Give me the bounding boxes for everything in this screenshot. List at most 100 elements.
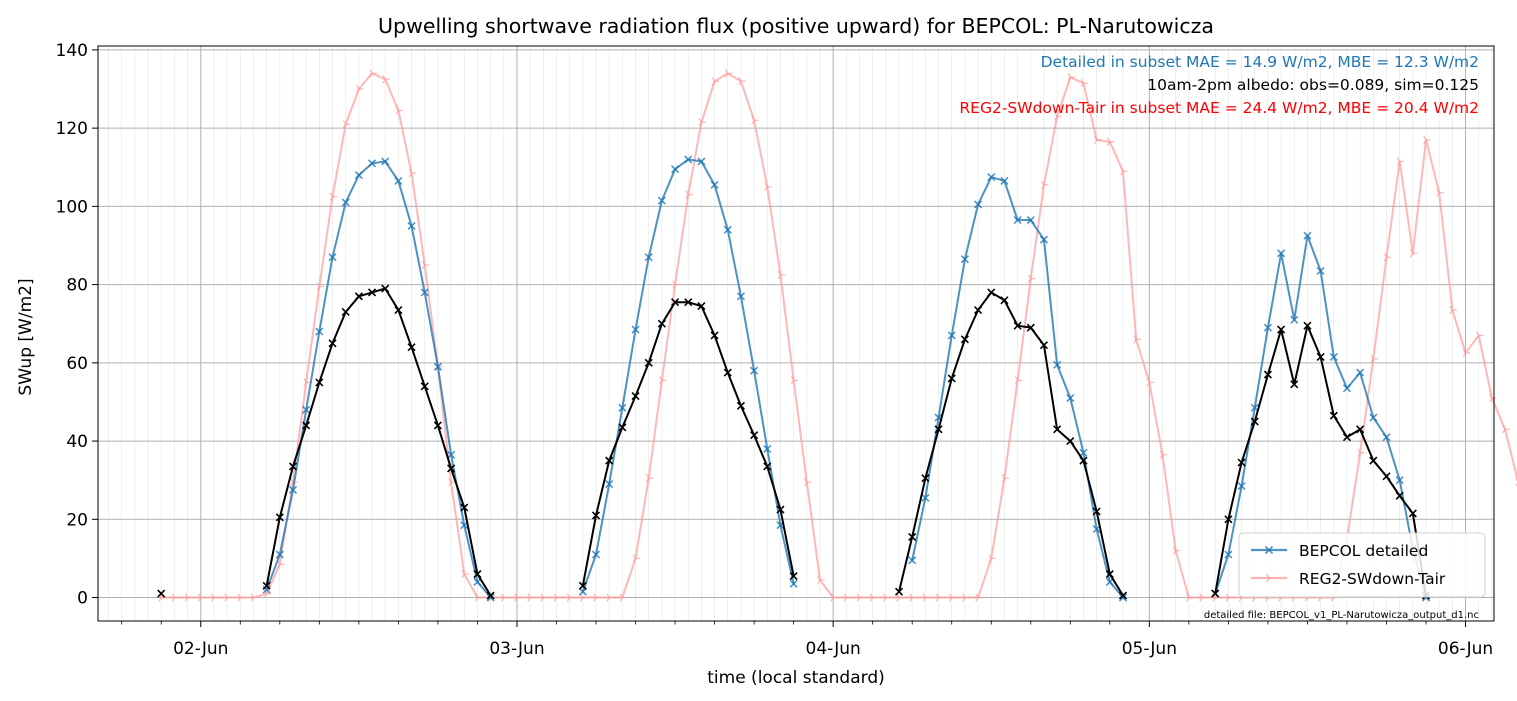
data-point-stroke <box>1303 321 1312 330</box>
data-point <box>328 339 337 348</box>
data-point <box>948 593 957 602</box>
data-point <box>843 593 851 602</box>
data-point-stroke <box>1436 188 1440 194</box>
data-point-stroke <box>342 120 347 125</box>
data-point-stroke <box>987 172 996 182</box>
data-point <box>433 362 442 371</box>
data-point-stroke <box>1382 433 1391 442</box>
data-point-stroke <box>1317 597 1322 602</box>
data-point-stroke <box>237 593 241 598</box>
data-point-stroke <box>803 477 808 483</box>
data-point <box>723 225 732 234</box>
data-point-stroke <box>1013 215 1022 225</box>
data-point-stroke <box>698 121 702 127</box>
data-point-stroke <box>1092 507 1101 516</box>
data-point <box>1001 473 1009 483</box>
data-point-stroke <box>394 305 403 315</box>
data-point-stroke <box>830 593 834 598</box>
data-point <box>724 69 733 78</box>
data-point-stroke <box>1225 593 1229 598</box>
data-point-stroke <box>329 192 334 197</box>
data-point <box>408 168 417 178</box>
data-point-stroke <box>1251 597 1256 602</box>
data-point <box>882 593 891 602</box>
data-point-stroke <box>171 597 175 602</box>
data-point <box>1237 458 1246 467</box>
data-point-stroke <box>1329 352 1338 362</box>
data-point-stroke <box>394 176 403 186</box>
data-point <box>619 593 627 602</box>
data-point-stroke <box>527 597 531 602</box>
data-point-stroke <box>659 376 663 381</box>
y-tick-label: 100 <box>56 197 88 217</box>
data-point-stroke <box>1423 135 1427 141</box>
data-point <box>975 593 983 602</box>
data-point <box>1159 450 1168 459</box>
data-point <box>566 593 575 602</box>
data-point-stroke <box>1383 252 1388 258</box>
data-point <box>869 593 878 602</box>
data-point-stroke <box>751 119 755 125</box>
data-point <box>764 182 772 192</box>
data-point-stroke <box>684 155 693 164</box>
data-point-stroke <box>1278 597 1282 602</box>
data-point-stroke <box>1093 139 1098 145</box>
data-point <box>329 192 338 201</box>
data-point-stroke <box>354 171 363 180</box>
data-point-stroke <box>1489 393 1493 399</box>
data-point <box>1237 481 1246 491</box>
data-point-stroke <box>224 597 228 602</box>
y-tick-label: 60 <box>66 354 88 374</box>
data-point-stroke <box>211 597 215 602</box>
data-point-stroke <box>420 382 429 391</box>
data-point-stroke <box>934 425 943 434</box>
data-point-stroke <box>276 563 281 569</box>
data-point-stroke <box>960 255 969 264</box>
series-line <box>898 291 1124 597</box>
data-point-stroke <box>197 597 202 602</box>
data-point <box>894 587 904 596</box>
data-point <box>315 327 324 336</box>
data-point-stroke <box>988 558 992 563</box>
data-point <box>856 593 865 602</box>
data-point <box>315 378 324 387</box>
data-point-stroke <box>1489 397 1493 403</box>
data-point-stroke <box>1303 231 1312 240</box>
data-point <box>631 325 640 334</box>
data-point-stroke <box>948 597 953 602</box>
y-tick-label: 140 <box>56 41 88 61</box>
data-point <box>1080 78 1088 88</box>
data-point-stroke <box>593 593 597 598</box>
data-point-stroke <box>1264 545 1274 555</box>
data-point-stroke <box>224 593 228 598</box>
data-point-stroke <box>566 597 571 602</box>
data-point-stroke <box>1395 476 1404 485</box>
data-point-stroke <box>975 597 979 602</box>
data-point-stroke <box>619 593 623 598</box>
legend-entry-bepcol: BEPCOL detailed <box>1251 542 1428 560</box>
data-point-stroke <box>882 597 887 602</box>
data-point-stroke <box>1118 591 1128 600</box>
data-point <box>1423 135 1431 145</box>
data-point <box>1224 550 1233 559</box>
data-point <box>960 255 969 264</box>
data-point-stroke <box>1118 593 1128 602</box>
data-point-stroke <box>184 597 189 602</box>
data-point-stroke <box>448 477 452 483</box>
data-point-stroke <box>1449 309 1453 315</box>
data-point-stroke <box>684 298 693 307</box>
data-point-stroke <box>288 462 298 471</box>
data-point <box>369 69 377 78</box>
data-point <box>461 569 469 579</box>
data-point-stroke <box>1041 180 1045 186</box>
data-point-stroke <box>1066 437 1075 446</box>
data-point-stroke <box>1342 384 1352 393</box>
data-point <box>1066 393 1075 403</box>
data-point <box>540 593 548 602</box>
data-point-stroke <box>697 157 706 166</box>
data-point-stroke <box>514 593 518 598</box>
data-point <box>1211 589 1220 598</box>
data-point-stroke <box>447 450 456 459</box>
data-point-stroke <box>1250 403 1259 412</box>
